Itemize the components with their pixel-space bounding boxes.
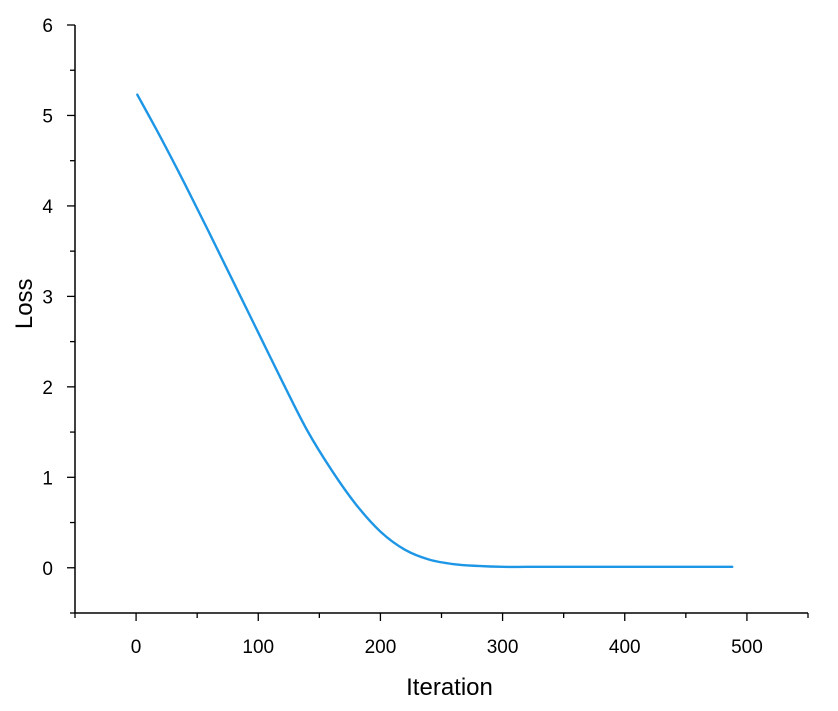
x-tick-label: 300 (487, 637, 519, 658)
x-tick-label: 500 (731, 637, 763, 658)
axes (74, 25, 808, 614)
y-tick-label: 4 (42, 197, 53, 218)
x-axis-title: Iteration (406, 674, 493, 701)
y-tick-label: 2 (42, 378, 53, 399)
x-tick-label: 400 (609, 637, 641, 658)
y-tick-label: 6 (42, 16, 53, 37)
tick-labels: 0 100 200 300 400 500 0 1 2 3 4 5 6 (42, 16, 762, 658)
x-tick-label: 0 (131, 637, 142, 658)
y-tick-label: 0 (42, 559, 53, 580)
x-tick-label: 200 (365, 637, 397, 658)
y-axis-title: Loss (11, 278, 38, 329)
ticks (67, 24, 809, 621)
x-tick-label: 100 (242, 637, 274, 658)
loss-series-line (136, 93, 734, 569)
y-tick-label: 5 (42, 106, 53, 127)
y-tick-label: 3 (42, 287, 53, 308)
series (136, 93, 734, 569)
y-tick-label: 1 (42, 468, 53, 489)
